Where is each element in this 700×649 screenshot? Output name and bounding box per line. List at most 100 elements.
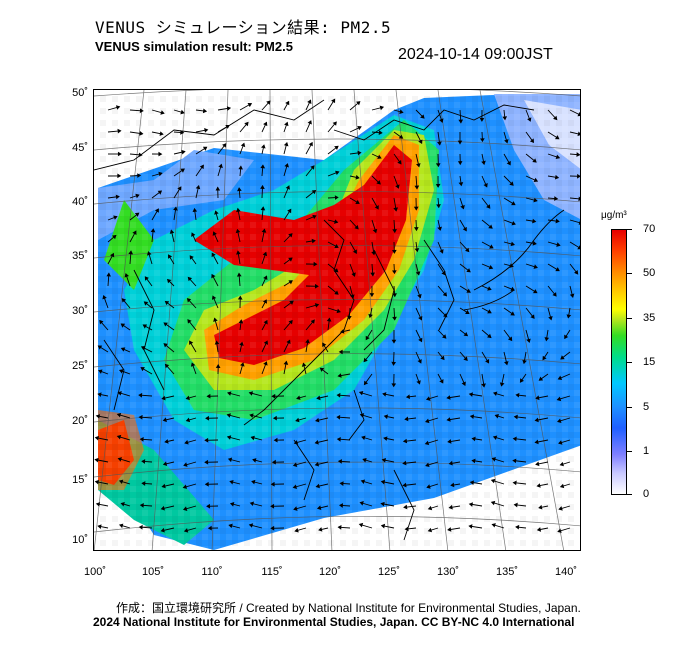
colorbar-tick-mark: [627, 494, 632, 495]
wind-vector-head: [202, 108, 208, 114]
wind-vector-head: [117, 391, 122, 396]
wind-vector-head: [556, 396, 562, 402]
wind-vector-head: [511, 220, 516, 226]
wind-vector-head: [512, 458, 517, 464]
wind-vector-head: [139, 131, 144, 136]
wind-vector-head: [335, 170, 340, 175]
wind-vector-head: [261, 144, 266, 149]
wind-vector-head: [251, 479, 256, 485]
wind-vector-head: [533, 177, 539, 183]
wind-vector-head: [360, 479, 366, 485]
forecast-timestamp: 2024-10-14 09:00JST: [398, 46, 553, 63]
colorbar-tick-70: 70: [643, 223, 656, 235]
wind-vector-head: [134, 212, 140, 217]
wind-vector-head: [363, 380, 369, 386]
wind-vector-head: [465, 309, 470, 314]
wind-vector-head: [271, 393, 276, 399]
wind-vector-head: [249, 413, 254, 418]
wind-vector-head: [415, 271, 421, 276]
wind-vector: [569, 219, 580, 224]
wind-vector-head: [285, 100, 290, 106]
wind-vector-head: [113, 215, 118, 220]
wind-vector-head: [206, 393, 211, 399]
wind-vector-head: [515, 392, 520, 398]
wind-vector-head: [204, 437, 209, 443]
lat-label-40: 40˚: [72, 196, 88, 208]
wind-vector-head: [293, 440, 299, 445]
wind-vector-head: [315, 417, 320, 423]
lon-label-105: 105˚: [141, 566, 165, 578]
wind-vector-head: [439, 118, 444, 123]
wind-vector-head: [442, 292, 448, 297]
wind-vector-head: [185, 417, 191, 423]
lon-label-135: 135˚: [495, 566, 519, 578]
wind-vector-head: [435, 163, 441, 168]
wind-vector-head: [576, 152, 580, 157]
wind-vector-head: [560, 355, 565, 360]
wind-vector-head: [577, 111, 580, 117]
wind-vector-head: [350, 294, 355, 299]
wind-vector-head: [94, 435, 99, 441]
wind-vector-head: [137, 173, 142, 178]
wind-vector-head: [177, 186, 182, 191]
wind-vector-head: [485, 358, 490, 364]
wind-vector-head: [190, 362, 196, 367]
wind-vector-head: [296, 395, 301, 400]
wind-vector-head: [559, 483, 565, 489]
wind-vector-head: [336, 437, 341, 442]
wind-vector-head: [116, 434, 122, 440]
wind-vector-head: [479, 117, 485, 122]
wind-vector-head: [115, 105, 121, 110]
wind-vector-head: [374, 205, 379, 210]
wind-vector-head: [391, 249, 397, 254]
wind-vector-head: [158, 151, 163, 157]
wind-vector-head: [163, 343, 168, 348]
wind-vector-head: [288, 233, 293, 238]
wind-vector-head: [146, 251, 152, 256]
wind-vector-head: [357, 150, 362, 156]
wind-vector-head: [250, 435, 255, 441]
wind-vector-head: [552, 292, 557, 297]
wind-vector-head: [557, 375, 563, 380]
wind-vector-head: [354, 225, 359, 230]
wind-vector-head: [106, 272, 111, 277]
wind-vector-head: [499, 382, 505, 387]
wind-vector-head: [577, 131, 580, 137]
wind-vector-head: [533, 264, 538, 269]
wind-vector-head: [98, 369, 103, 374]
wind-vector-head: [527, 117, 532, 122]
wind-vector-head: [558, 506, 563, 511]
wind-vector-head: [319, 367, 325, 372]
wind-vector-head: [226, 106, 232, 111]
wind-vector-head: [450, 482, 455, 488]
wind-vector-head: [284, 163, 289, 168]
wind-vector-head: [97, 345, 103, 350]
wind-vector-head: [489, 244, 494, 249]
wind-vector-head: [532, 218, 537, 224]
wind-vector-head: [144, 276, 149, 281]
wind-vector-head: [458, 182, 464, 187]
wind-vector-head: [326, 317, 332, 322]
wind-vector-head: [163, 322, 168, 327]
wind-vector-head: [534, 439, 539, 445]
wind-vector-head: [240, 362, 245, 367]
wind-vector-head: [138, 392, 143, 398]
wind-vector-head: [236, 250, 241, 255]
wind-vector-head: [337, 459, 343, 464]
wind-vector-head: [465, 247, 470, 253]
wind-vector-head: [548, 316, 553, 321]
wind-vector-head: [286, 339, 291, 345]
map-svg: [94, 90, 580, 550]
wind-vector-head: [334, 290, 339, 295]
wind-vector-head: [544, 337, 550, 342]
wind-vector-head: [358, 522, 364, 528]
wind-vector-head: [358, 390, 364, 396]
wind-vector-head: [288, 257, 293, 262]
wind-vector-head: [115, 194, 120, 200]
wind-vector-head: [418, 337, 423, 343]
wind-vector-head: [466, 288, 471, 293]
wind-vector-head: [471, 436, 476, 442]
wind-vector-head: [352, 249, 357, 254]
wind-vector-head: [99, 319, 104, 325]
wind-vector-head: [416, 163, 421, 168]
